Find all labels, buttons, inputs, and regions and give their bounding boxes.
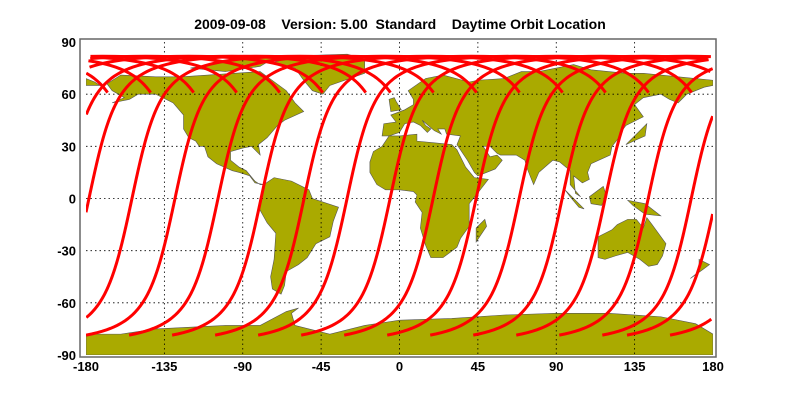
orbit-track bbox=[89, 54, 324, 94]
x-tick-label: 135 bbox=[624, 359, 646, 374]
land-sumatra bbox=[564, 189, 585, 210]
land-new-guinea bbox=[626, 199, 662, 217]
y-tick-label: 0 bbox=[69, 192, 76, 207]
orbit-track bbox=[626, 213, 713, 337]
orbit-track bbox=[343, 54, 712, 337]
x-tick-label: -135 bbox=[151, 359, 177, 374]
land-uk bbox=[388, 97, 402, 112]
orbit-track bbox=[171, 54, 564, 337]
y-tick-label: -60 bbox=[57, 296, 76, 311]
orbit-track bbox=[86, 54, 392, 213]
orbit-track bbox=[429, 54, 711, 337]
y-tick-label: 90 bbox=[62, 35, 76, 50]
orbit-track bbox=[472, 55, 706, 337]
orbit-track bbox=[257, 54, 650, 337]
x-tick-label: -45 bbox=[312, 359, 331, 374]
land-south-america bbox=[258, 177, 339, 295]
y-tick-label: -30 bbox=[57, 244, 76, 259]
land-madagascar bbox=[475, 218, 487, 243]
y-tick-label: -90 bbox=[57, 348, 76, 363]
orbit-track bbox=[300, 54, 693, 337]
x-tick-label: 45 bbox=[471, 359, 485, 374]
orbit-track bbox=[95, 55, 195, 94]
land-africa bbox=[369, 133, 489, 258]
orbit-track bbox=[128, 54, 521, 337]
x-tick-label: 90 bbox=[549, 359, 563, 374]
orbit-track bbox=[86, 71, 109, 94]
chart-title: 2009-09-08 Version: 5.00 Standard Daytim… bbox=[194, 16, 606, 32]
land-japan bbox=[625, 122, 648, 145]
land-chukotka bbox=[86, 78, 101, 86]
orbit-track bbox=[515, 58, 709, 337]
x-tick-label: 180 bbox=[702, 359, 724, 374]
orbit-track bbox=[88, 59, 152, 94]
land-australia bbox=[597, 216, 667, 267]
orbit-track bbox=[386, 54, 708, 337]
y-tick-label: 30 bbox=[62, 139, 76, 154]
x-tick-label: -90 bbox=[233, 359, 252, 374]
orbit-track bbox=[669, 317, 713, 337]
x-tick-label: 0 bbox=[396, 359, 403, 374]
orbit-tracks bbox=[86, 54, 713, 337]
plot-frame bbox=[79, 38, 717, 358]
land-north-america bbox=[106, 71, 305, 185]
grid bbox=[86, 42, 713, 355]
y-tick-label: 60 bbox=[62, 87, 76, 102]
orbit-track bbox=[86, 54, 367, 116]
orbit-track bbox=[558, 67, 713, 337]
x-tick-label: -180 bbox=[73, 359, 99, 374]
orbit-track bbox=[214, 54, 607, 337]
orbit-track bbox=[601, 115, 713, 337]
